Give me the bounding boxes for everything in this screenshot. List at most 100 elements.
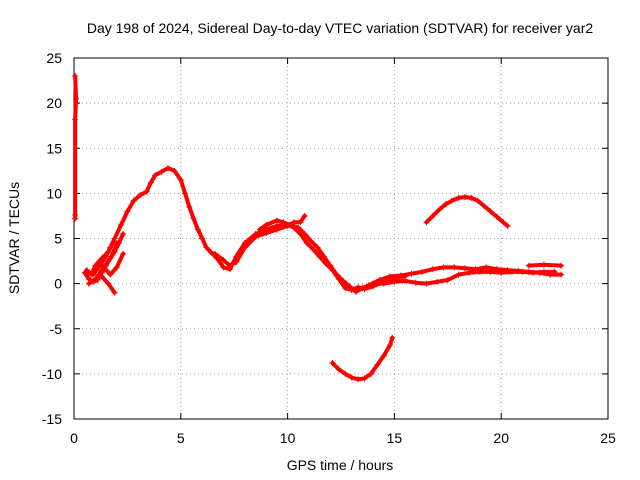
data-point (329, 360, 336, 367)
data-point (105, 280, 112, 287)
data-point (96, 258, 103, 265)
data-point (333, 271, 340, 278)
data-point (120, 250, 127, 257)
y-tick-labels: -15 -10 -5 0 5 10 15 20 25 (42, 50, 62, 427)
data-point (423, 280, 430, 287)
data-point (220, 257, 227, 264)
data-point (361, 375, 368, 382)
data-point (397, 272, 404, 279)
data-point (320, 253, 327, 260)
data-point (455, 194, 462, 201)
data-point (194, 226, 201, 233)
data-point (211, 250, 218, 257)
data-point (434, 278, 441, 285)
data-point (186, 203, 193, 210)
data-point (387, 341, 394, 348)
x-tick-label: 20 (493, 430, 509, 446)
series-arc-g (211, 212, 308, 269)
data-point (327, 262, 334, 269)
x-tick-label: 15 (387, 430, 403, 446)
series-arc-c (90, 244, 127, 278)
data-point (335, 366, 342, 373)
data-point (419, 268, 426, 275)
data-point (111, 235, 118, 242)
data-point (303, 240, 310, 247)
data-point (273, 226, 280, 233)
data-point (423, 219, 430, 226)
x-tick-label: 25 (600, 430, 616, 446)
data-point (474, 197, 481, 204)
data-point (164, 165, 171, 172)
data-point (103, 262, 110, 269)
data-point (342, 370, 349, 377)
data-point (466, 269, 473, 276)
data-point (297, 219, 304, 226)
series-line (213, 213, 307, 268)
axis-ticks (73, 57, 609, 420)
data-point (72, 215, 79, 222)
data-point (440, 264, 447, 271)
x-tick-label: 5 (177, 430, 185, 446)
data-point (374, 361, 381, 368)
grid (74, 58, 608, 419)
data-point (199, 235, 206, 242)
data-point (380, 352, 387, 359)
data-point (504, 267, 511, 274)
data-point (273, 217, 280, 224)
data-point (412, 279, 419, 286)
data-point (387, 273, 394, 280)
data-point (107, 244, 114, 251)
data-point (301, 212, 308, 219)
y-tick-label: -15 (42, 411, 62, 427)
data-point (286, 221, 293, 228)
data-point (85, 276, 92, 283)
data-point (295, 224, 302, 231)
data-point (380, 280, 387, 287)
data-point (241, 244, 248, 251)
y-tick-label: 10 (46, 185, 62, 201)
data-point (367, 370, 374, 377)
x-tick-labels: 0 5 10 15 20 25 (70, 430, 616, 446)
data-point (73, 95, 80, 102)
data-point (487, 208, 494, 215)
data-point (352, 288, 359, 295)
data-point (111, 246, 118, 253)
data-point (252, 233, 259, 240)
data-point (90, 271, 97, 278)
y-tick-label: 0 (54, 276, 62, 292)
data-point (429, 212, 436, 219)
data-point (451, 264, 458, 271)
data-point (442, 201, 449, 208)
data-point (226, 262, 233, 269)
data-point (481, 203, 488, 210)
data-point (493, 213, 500, 220)
data-point (314, 244, 321, 251)
data-point (308, 238, 315, 245)
x-tick-label: 10 (280, 430, 296, 446)
data-point (376, 277, 383, 284)
y-tick-label: -10 (42, 366, 62, 382)
y-tick-label: 15 (46, 140, 62, 156)
data-point (117, 221, 124, 228)
data-point (408, 270, 415, 277)
data-point (348, 374, 355, 381)
data-point (81, 269, 88, 276)
series-arc-d (98, 273, 118, 296)
data-point (310, 246, 317, 253)
data-point (111, 289, 118, 296)
data-point (90, 278, 97, 285)
data-point (340, 277, 347, 284)
data-point (203, 244, 210, 251)
data-point (263, 230, 270, 237)
data-point (346, 283, 353, 290)
data-point (182, 190, 189, 197)
data-point (94, 277, 101, 284)
data-point (515, 267, 522, 274)
data-point (107, 271, 114, 278)
series-arc-i (365, 264, 565, 289)
series-line (424, 195, 510, 228)
data-point (147, 179, 154, 186)
data-point (98, 269, 105, 276)
data-point (177, 176, 184, 183)
